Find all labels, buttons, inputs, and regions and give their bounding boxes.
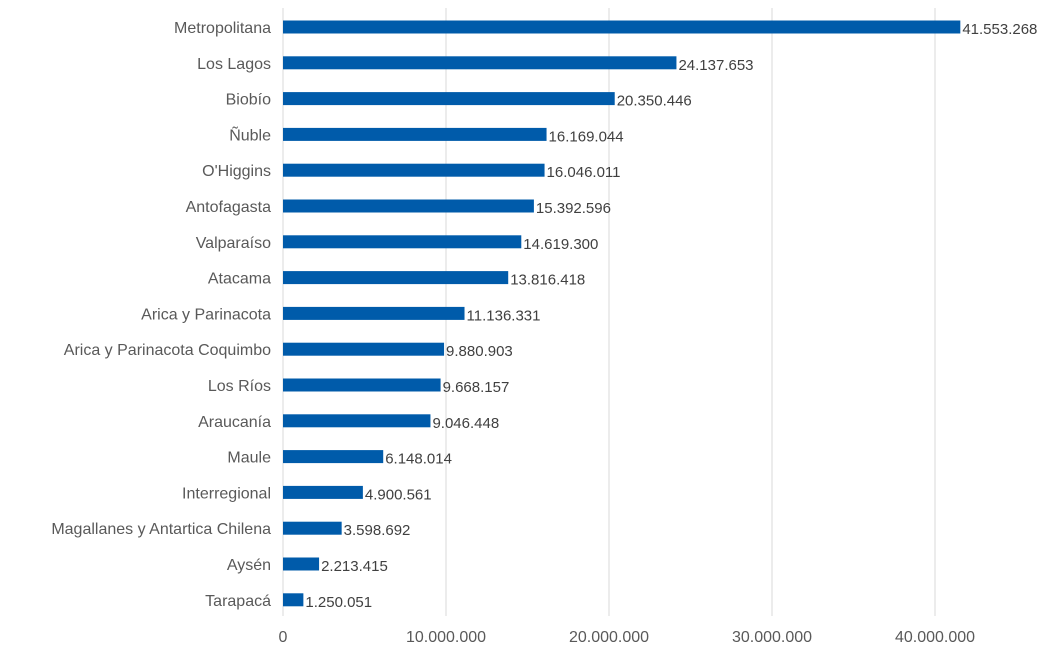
bar-7	[283, 271, 509, 285]
value-label-4: 16.046.011	[547, 164, 621, 181]
value-label-16: 1.250.051	[305, 594, 372, 611]
bar-8	[283, 306, 465, 320]
category-label-4: O'Higgins	[202, 163, 271, 180]
category-label-14: Magallanes y Antartica Chilena	[51, 521, 271, 538]
bar-3	[283, 127, 547, 141]
bar-9	[283, 342, 445, 356]
category-label-1: Los Lagos	[197, 56, 271, 73]
bar-0	[283, 20, 961, 34]
category-label-13: Interregional	[182, 485, 271, 502]
value-label-11: 9.046.448	[432, 415, 499, 432]
bar-6	[283, 235, 522, 249]
category-label-16: Tarapacá	[205, 593, 271, 610]
x-tick-label-4: 40.000.000	[895, 629, 975, 646]
value-label-10: 9.668.157	[443, 379, 510, 396]
value-label-2: 20.350.446	[617, 93, 692, 110]
bars	[283, 20, 961, 607]
category-label-11: Araucanía	[198, 414, 271, 431]
bar-11	[283, 414, 431, 428]
bar-2	[283, 92, 615, 106]
bar-14	[283, 521, 342, 535]
category-label-15: Aysén	[227, 557, 271, 574]
category-label-9: Arica y Parinacota Coquimbo	[64, 342, 271, 359]
category-label-12: Maule	[227, 450, 271, 467]
value-label-0: 41.553.268	[962, 21, 1037, 38]
bar-16	[283, 593, 304, 607]
category-label-0: Metropolitana	[174, 20, 271, 37]
value-label-13: 4.900.561	[365, 486, 432, 503]
x-tick-label-3: 30.000.000	[732, 629, 812, 646]
bar-5	[283, 199, 534, 213]
value-label-6: 14.619.300	[523, 236, 598, 253]
value-label-5: 15.392.596	[536, 200, 611, 217]
value-label-3: 16.169.044	[549, 128, 624, 145]
category-label-5: Antofagasta	[186, 199, 272, 216]
category-label-8: Arica y Parinacota	[141, 306, 271, 323]
value-label-8: 11.136.331	[467, 307, 541, 324]
value-label-14: 3.598.692	[344, 522, 411, 539]
category-label-2: Biobío	[226, 92, 271, 109]
category-label-10: Los Ríos	[208, 378, 271, 395]
value-label-1: 24.137.653	[678, 57, 753, 74]
bar-1	[283, 56, 677, 70]
category-label-6: Valparaíso	[196, 235, 271, 252]
value-labels: 41.553.268 24.137.653 20.350.446 16.169.044…	[305, 21, 1037, 611]
bar-13	[283, 485, 363, 499]
bar-12	[283, 450, 384, 464]
bar-4	[283, 163, 545, 177]
bar-15	[283, 557, 320, 571]
value-label-12: 6.148.014	[385, 451, 452, 468]
x-tick-label-2: 20.000.000	[569, 629, 649, 646]
x-tick-label-0: 0	[279, 629, 288, 646]
x-tick-label-1: 10.000.000	[406, 629, 486, 646]
value-label-9: 9.880.903	[446, 343, 513, 360]
value-label-15: 2.213.415	[321, 558, 388, 575]
bar-10	[283, 378, 441, 392]
category-labels: Metropolitana Los Lagos Biobío Ñuble O'Higgi…	[51, 20, 271, 610]
category-label-7: Atacama	[208, 271, 271, 288]
value-label-7: 13.816.418	[510, 272, 585, 289]
x-axis-ticks: 0 10.000.000 20.000.000 30.000.000 40.000.00…	[279, 629, 976, 646]
category-label-3: Ñuble	[229, 124, 271, 144]
